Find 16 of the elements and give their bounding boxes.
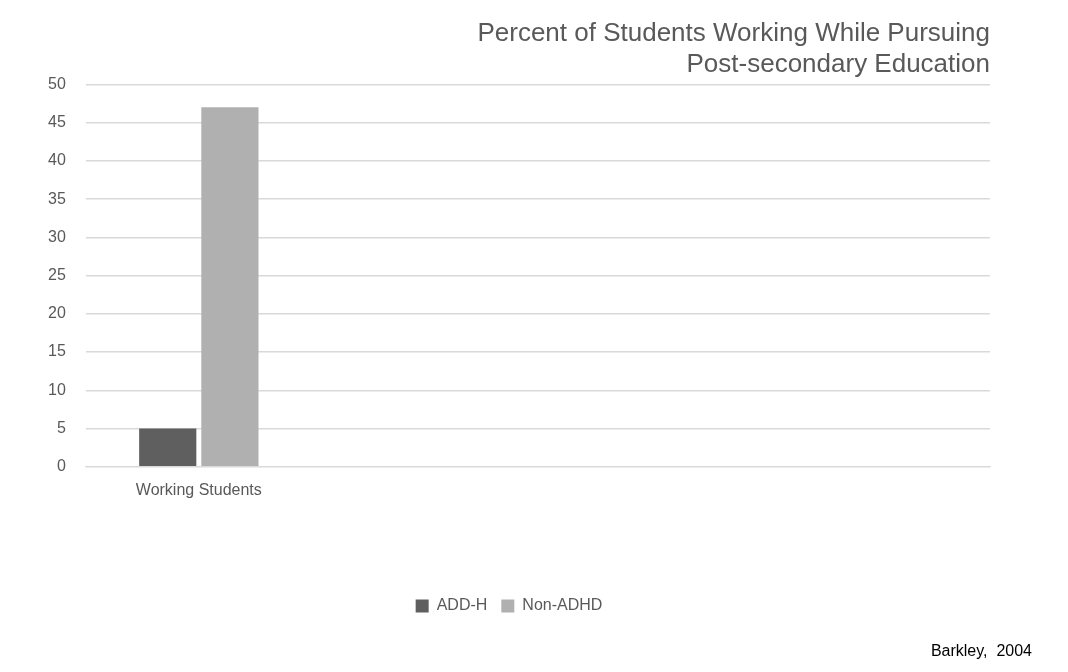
y-tick-label: 45 [48,113,66,131]
legend-label: ADD-H [436,596,488,614]
y-tick-label: 15 [48,342,66,360]
text: Barkley, 2004 [930,642,1033,660]
y-tick-label: 30 [48,227,66,245]
y-tick-label: 40 [48,151,66,169]
y-tick-label: 0 [56,457,66,475]
y-tick-label: 5 [56,418,66,436]
y-tick-label: 10 [48,380,66,398]
y-tick-label: 35 [48,189,66,207]
chart-title: Percent of Students Working While Pursuing Post-secondary Education [477,16,990,78]
legend-label: Non-ADHD [522,596,603,614]
y-tick-label: 25 [48,266,66,284]
x-tick-label: Working Students [135,480,262,498]
y-tick-label: 20 [48,304,66,322]
y-tick-label: 50 [48,74,66,92]
